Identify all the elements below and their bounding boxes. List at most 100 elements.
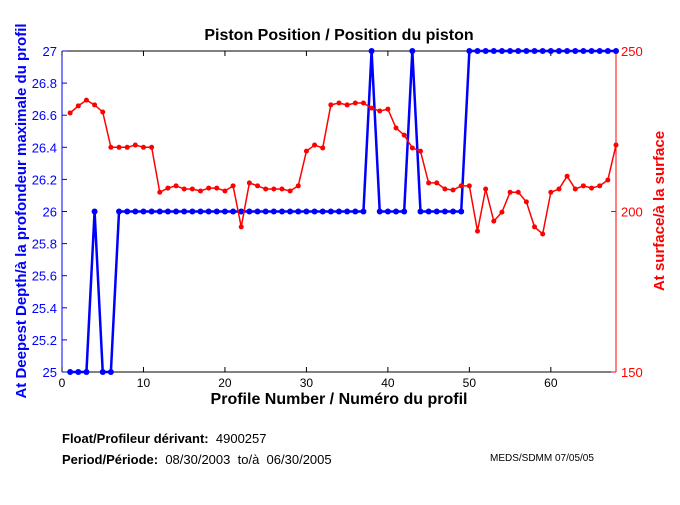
deepest-data-point — [547, 48, 554, 54]
deepest-data-point — [441, 208, 448, 215]
surface-data-point — [132, 142, 138, 148]
deepest-data-point — [67, 369, 74, 375]
deepest-data-point — [83, 369, 90, 375]
surface-data-point — [214, 185, 220, 191]
surface-data-point — [320, 145, 326, 151]
surface-data-point — [312, 142, 318, 148]
surface-data-point — [238, 224, 244, 230]
deepest-data-point — [303, 208, 310, 215]
surface-data-point — [377, 108, 383, 114]
deepest-data-point — [189, 208, 196, 215]
surface-data-point — [108, 144, 114, 150]
deepest-data-point — [91, 208, 98, 215]
surface-data-point — [385, 106, 391, 112]
surface-data-point — [83, 97, 89, 103]
surface-data-point — [393, 125, 399, 131]
surface-data-point — [580, 183, 586, 189]
left-y-tick-label: 26.8 — [32, 76, 57, 91]
deepest-data-point — [433, 208, 440, 215]
period-to: to/à — [237, 452, 260, 467]
x-axis-label: Profile Number / Numéro du profil — [211, 391, 468, 408]
surface-data-point — [434, 180, 440, 186]
surface-data-point — [222, 188, 228, 194]
left-y-tick-label: 27 — [43, 44, 57, 59]
surface-data-point — [124, 144, 130, 150]
surface-data-point — [75, 103, 81, 109]
surface-data-point — [597, 183, 603, 189]
surface-data-point — [409, 145, 415, 151]
chart-title: Piston Position / Position du piston — [204, 27, 473, 44]
left-y-tick-label: 26 — [43, 205, 57, 220]
left-y-tick-label: 26.4 — [32, 140, 57, 155]
deepest-data-point — [156, 208, 163, 215]
surface-data-point — [483, 186, 489, 192]
deepest-data-point — [604, 48, 611, 54]
deepest-data-point — [393, 208, 400, 215]
left-y-tick-label: 25.6 — [32, 269, 57, 284]
surface-data-point — [532, 224, 538, 230]
surface-data-point — [198, 188, 203, 194]
surface-data-point — [556, 186, 562, 192]
surface-data-point — [548, 189, 554, 195]
surface-data-point — [344, 102, 350, 108]
surface-data-point — [255, 183, 261, 189]
surface-data-point — [605, 177, 611, 183]
surface-data-point — [417, 148, 423, 154]
left-y-tick-label: 26.2 — [32, 172, 57, 187]
deepest-data-point — [458, 208, 465, 215]
surface-data-point — [92, 102, 98, 108]
surface-data-point — [523, 199, 529, 205]
x-tick-label: 40 — [381, 376, 395, 390]
surface-data-point — [515, 189, 521, 195]
surface-data-point — [181, 186, 187, 192]
deepest-data-point — [213, 208, 220, 215]
deepest-data-point — [173, 208, 180, 215]
left-y-tick-label: 25.8 — [32, 237, 57, 252]
surface-data-point — [564, 173, 570, 179]
surface-data-point — [499, 209, 505, 215]
deepest-data-point — [164, 208, 171, 215]
deepest-data-point — [450, 208, 457, 215]
deepest-data-point — [344, 208, 351, 215]
deepest-data-point — [336, 208, 342, 215]
surface-data-point — [100, 109, 106, 115]
surface-data-point — [67, 110, 73, 116]
deepest-data-point — [181, 208, 188, 215]
left-y-axis-label: At Deepest Depth/à la profondeur maximal… — [13, 23, 30, 398]
float-value: 4900257 — [215, 431, 267, 446]
deepest-data-point — [482, 48, 489, 54]
float-label: Float/Profileur dérivant: — [62, 431, 209, 446]
surface-data-point — [328, 102, 334, 108]
surface-data-point — [466, 183, 472, 189]
deepest-data-point — [238, 208, 245, 215]
deepest-data-point — [539, 48, 546, 54]
deepest-data-point — [327, 208, 334, 215]
surface-data-point — [613, 142, 619, 148]
deepest-data-point — [246, 208, 253, 215]
deepest-data-point — [352, 208, 359, 215]
surface-data-point — [540, 231, 546, 237]
surface-data-point — [303, 148, 309, 154]
surface-data-point — [442, 186, 448, 192]
surface-data-point — [157, 189, 163, 195]
surface-data-point — [173, 183, 179, 189]
x-tick-label: 10 — [137, 376, 151, 390]
deepest-data-point — [409, 48, 416, 54]
surface-data-point — [360, 100, 366, 106]
period-label: Period/Période: — [62, 452, 159, 467]
x-tick-label: 0 — [59, 376, 66, 390]
left-y-tick-label: 25.4 — [32, 301, 57, 316]
deepest-data-point — [368, 48, 375, 54]
surface-data-point — [572, 186, 578, 192]
deepest-data-point — [498, 48, 505, 54]
x-tick-label: 20 — [218, 376, 232, 390]
surface-data-point — [279, 186, 285, 192]
surface-data-point — [450, 187, 456, 193]
surface-data-point — [246, 180, 252, 186]
surface-data-point — [352, 100, 358, 106]
deepest-data-point — [572, 48, 579, 54]
right-y-tick-label: 200 — [621, 205, 643, 220]
surface-data-point — [149, 144, 155, 150]
right-y-axis-label: At surface/à la surface — [651, 131, 668, 291]
